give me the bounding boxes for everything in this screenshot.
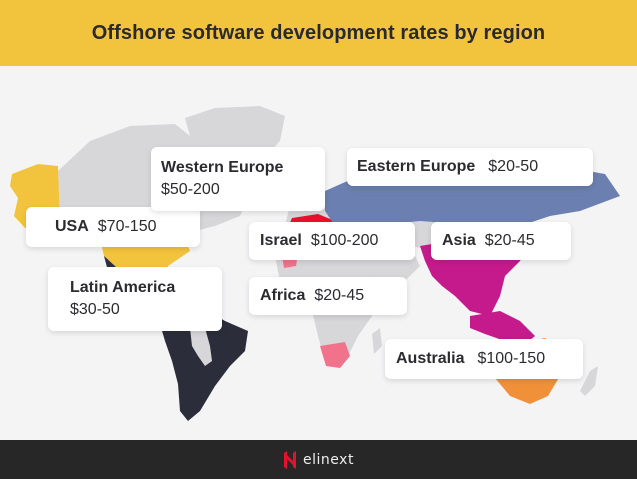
region-name: Western Europe (161, 159, 284, 176)
region-label-latin-america[interactable]: Latin America $30-50 (48, 267, 222, 331)
region-label-western-europe[interactable]: Western Europe $50-200 (151, 147, 325, 211)
region-name: Asia (442, 232, 476, 249)
footer-bar: elinext (0, 440, 637, 479)
region-rate: $70-150 (97, 218, 157, 235)
region-label-asia[interactable]: Asia $20-45 (431, 222, 571, 260)
region-name: Eastern Europe (357, 158, 476, 175)
region-name: USA (55, 218, 89, 235)
region-rate: $20-45 (314, 287, 365, 304)
region-label-israel[interactable]: Israel $100-200 (249, 222, 415, 260)
region-rate: $100-200 (310, 232, 379, 249)
region-rate: $30-50 (70, 301, 120, 318)
region-label-eastern-europe[interactable]: Eastern Europe $20-50 (347, 148, 593, 186)
elinext-logo-icon (284, 450, 297, 469)
brand-logo[interactable]: elinext (283, 449, 354, 471)
new-zealand-shape (580, 366, 598, 396)
region-name: Latin America (70, 279, 176, 296)
region-label-africa[interactable]: Africa $20-45 (249, 277, 407, 315)
region-rate: $20-50 (488, 158, 539, 175)
south-america-gray (190, 328, 212, 366)
world-map: USA $70-150 Western Europe $50-200 Easte… (0, 66, 637, 440)
region-rate: $20-45 (484, 232, 535, 249)
region-name: Africa (260, 287, 306, 304)
page-title: Offshore software development rates by r… (91, 21, 546, 44)
brand-name: elinext (303, 451, 354, 468)
region-name: Australia (396, 350, 465, 367)
madagascar-shape (372, 328, 382, 354)
region-rate: $50-200 (161, 181, 220, 198)
southeast-asia-shape (470, 311, 535, 344)
region-label-australia[interactable]: Australia $100-150 (385, 339, 583, 379)
south-africa-shape (320, 342, 350, 368)
region-label-usa[interactable]: USA $70-150 (26, 207, 200, 247)
region-name: Israel (260, 232, 302, 249)
header-banner: Offshore software development rates by r… (0, 0, 637, 66)
region-rate: $100-150 (477, 350, 546, 367)
